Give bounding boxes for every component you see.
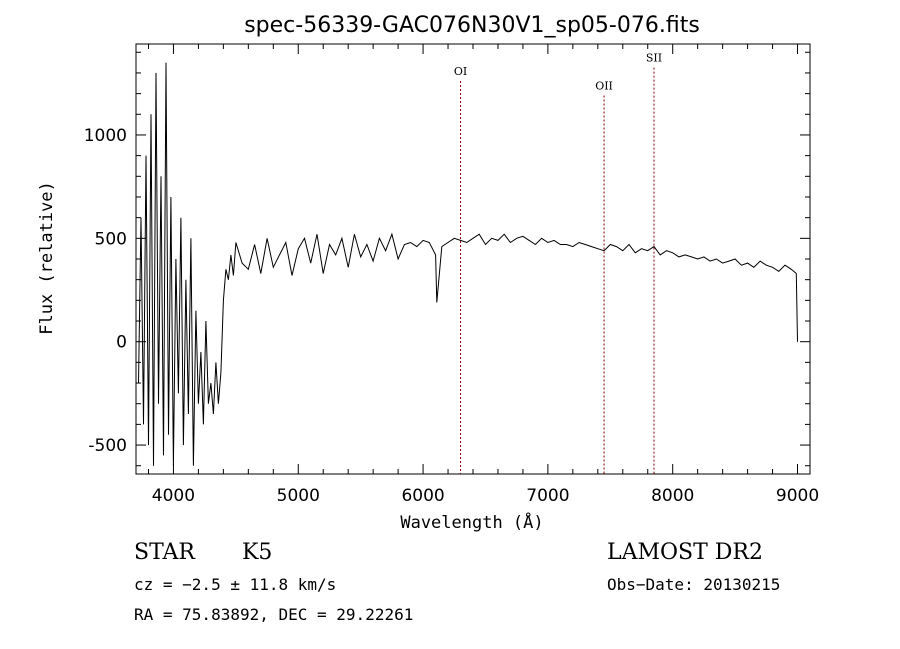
line-label-oi: OI [454, 65, 467, 78]
line-label-oii: OII [595, 79, 613, 92]
x-tick-label: 7000 [526, 486, 569, 506]
redshift-readout: cz = −2.5 ± 11.8 km/s [134, 575, 337, 594]
y-tick-label: -500 [88, 436, 127, 456]
y-axis-label: Flux (relative) [37, 181, 57, 335]
object-class: STAR [134, 540, 195, 565]
y-tick-label: 1000 [84, 126, 127, 146]
x-axis-label: Wavelength (Å) [400, 511, 543, 533]
x-tick-label: 8000 [651, 486, 694, 506]
plot-area: 4000 5000 6000 7000 8000 9000 -500 0 500 1000 OI OI… [84, 43, 819, 506]
line-label-sii: SII [646, 52, 662, 65]
x-tick-label: 5000 [277, 486, 320, 506]
y-tick-label: 0 [116, 333, 127, 353]
x-tick-label: 4000 [152, 486, 195, 506]
coordinates-readout: RA = 75.83892, DEC = 29.22261 [134, 605, 414, 624]
x-tick-label: 9000 [776, 486, 819, 506]
y-tick-label: 500 [95, 229, 127, 249]
object-subclass: K5 [242, 540, 273, 565]
observation-date: Obs−Date: 20130215 [607, 575, 781, 594]
survey-name: LAMOST DR2 [607, 540, 763, 565]
spectrum-line [138, 62, 798, 466]
chart-title: spec-56339-GAC076N30V1_sp05-076.fits [244, 13, 700, 38]
plot-frame [135, 43, 811, 475]
x-tick-label: 6000 [401, 486, 444, 506]
